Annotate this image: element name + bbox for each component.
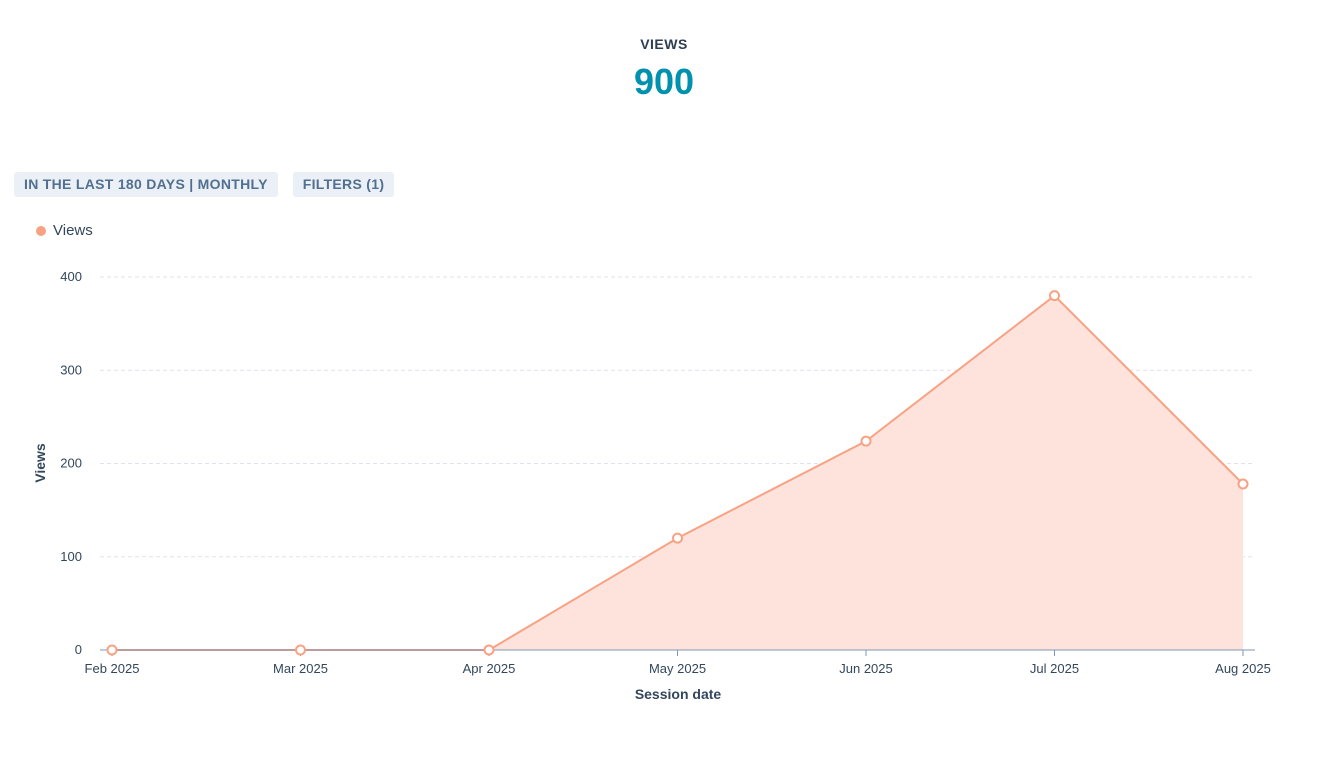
y-tick-label: 0: [75, 642, 82, 657]
x-tick-label: Aug 2025: [1215, 661, 1271, 676]
x-tick-label: Jun 2025: [839, 661, 893, 676]
data-point[interactable]: [1237, 478, 1249, 490]
legend-marker-views: [36, 225, 46, 236]
data-point[interactable]: [1049, 290, 1060, 302]
y-tick-label: 300: [60, 362, 82, 377]
filter-bar: IN THE LAST 180 DAYS | MONTHLY FILTERS (…: [14, 172, 395, 197]
legend-label-views: Views: [53, 222, 93, 239]
filters-button[interactable]: FILTERS (1): [292, 172, 395, 197]
x-axis-title: Session date: [635, 686, 722, 702]
kpi-value: 900: [633, 61, 695, 102]
y-tick-label: 100: [60, 549, 82, 564]
y-tick-label: 200: [60, 456, 82, 471]
data-point[interactable]: [672, 532, 683, 544]
kpi-label: VIEWS: [640, 36, 688, 52]
x-tick-label: May 2025: [649, 661, 706, 676]
data-point[interactable]: [295, 644, 306, 656]
y-tick-label: 400: [60, 269, 82, 284]
data-point[interactable]: [106, 644, 118, 656]
series-area-views: [112, 295, 1243, 650]
kpi-block: VIEWS 900: [0, 36, 1328, 102]
x-tick-label: Mar 2025: [273, 661, 328, 676]
data-point[interactable]: [860, 435, 872, 447]
data-point[interactable]: [483, 644, 495, 656]
x-tick-label: Jul 2025: [1030, 661, 1079, 676]
y-axis-title: Views: [32, 443, 48, 483]
x-tick-label: Feb 2025: [85, 661, 140, 676]
date-range-button[interactable]: IN THE LAST 180 DAYS | MONTHLY: [14, 172, 278, 197]
x-tick-label: Apr 2025: [463, 661, 516, 676]
chart-legend[interactable]: Views: [36, 222, 93, 239]
